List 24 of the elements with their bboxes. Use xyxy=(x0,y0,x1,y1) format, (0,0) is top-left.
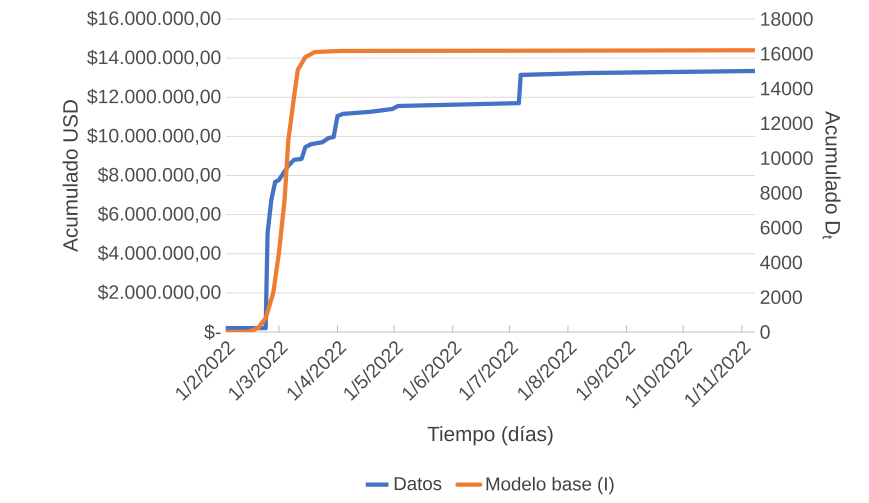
y-tick-label: $- xyxy=(204,324,220,340)
y2-tick-label: 6000 xyxy=(760,220,802,234)
legend-label: Datos xyxy=(394,477,442,490)
y-tick-label: $8.000.000,00 xyxy=(98,167,221,184)
y2-tick-label: 16000 xyxy=(761,46,813,61)
y2-tick-label: 4000 xyxy=(760,256,802,270)
y2-tick-label: 2000 xyxy=(760,290,802,304)
y-tick-label: $4.000.000,00 xyxy=(98,245,221,262)
y-tick-label: $6.000.000,00 xyxy=(98,206,221,224)
y-tick-label: $16.000.000,00 xyxy=(87,10,221,28)
y2-tick-label: 0 xyxy=(760,325,770,339)
x-axis-title: Tiempo (días) xyxy=(428,426,553,446)
y2-tick-label: 12000 xyxy=(761,116,813,130)
y-tick-label: $2.000.000,00 xyxy=(98,284,221,302)
y2-tick-label: 10000 xyxy=(761,151,813,165)
y-axis-title: Acumulado USD xyxy=(62,100,78,252)
y-tick-label: $14.000.000,00 xyxy=(87,50,221,67)
y-tick-label: $10.000.000,00 xyxy=(87,128,221,145)
y2-tick-label: 8000 xyxy=(760,186,802,200)
y2-axis-title: Acumulado D$_{t}$ xyxy=(822,111,841,240)
y2-tick-label: 18000 xyxy=(761,12,813,26)
y-tick-label: $12.000.000,00 xyxy=(87,88,221,106)
y2-tick-label: 14000 xyxy=(761,82,813,96)
legend-label: Modelo base (I) xyxy=(486,476,614,494)
